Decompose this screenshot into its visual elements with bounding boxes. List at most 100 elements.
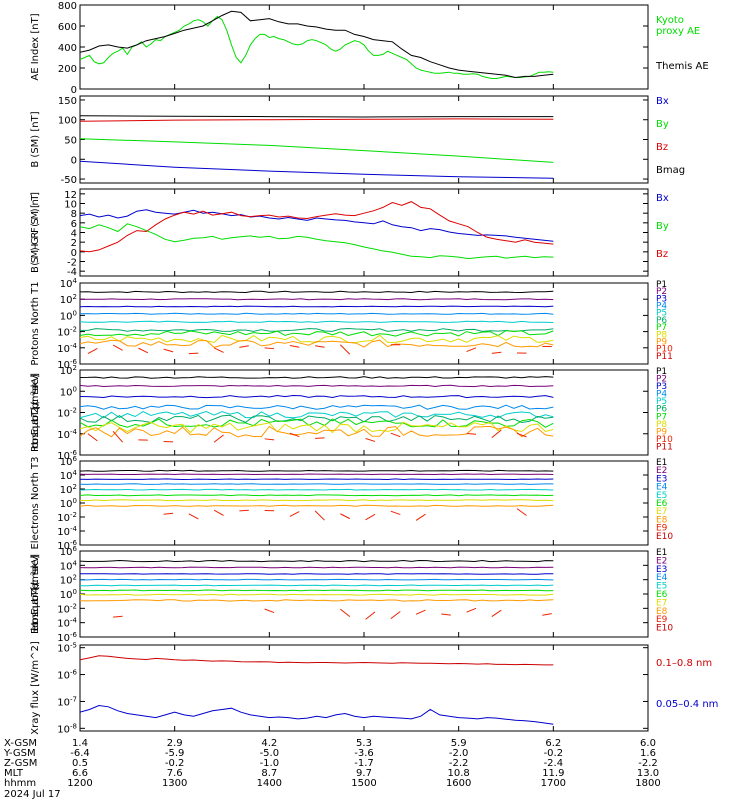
legend-series-e10: E10 — [656, 624, 673, 634]
x-tick-label: 1500 — [351, 778, 376, 789]
y-tick-label: 10-2 — [57, 511, 77, 524]
y-tick-label: 150 — [58, 96, 77, 107]
legend-series-p6: P6 — [656, 316, 667, 326]
legend-series-p5: P5 — [656, 397, 667, 407]
legend-series-e4: E4 — [656, 483, 668, 493]
x-row-label: hhmm — [4, 778, 36, 789]
y-tick-label: 10-2 — [57, 407, 77, 420]
series-e3 — [80, 478, 554, 481]
x-tick-label: 1.4 — [72, 738, 88, 749]
series-p5 — [80, 320, 554, 323]
legend-series-e10: E10 — [656, 532, 673, 542]
y-tick-label: 10-4 — [57, 525, 77, 538]
legend-series-p9: P9 — [656, 337, 667, 347]
y-tick-label: 10-4 — [57, 342, 77, 355]
series-p10-segment — [491, 429, 502, 439]
x-tick-label: 11.9 — [542, 768, 564, 779]
series-kyoto-proxy-ae — [80, 15, 554, 79]
legend-series-p8: P8 — [656, 330, 667, 340]
series-e8 — [80, 599, 554, 602]
series-e5 — [80, 584, 554, 587]
y-tick-label: 4 — [71, 229, 77, 240]
series-e9-segment — [516, 508, 527, 516]
legend-series-e4: E4 — [656, 573, 668, 583]
legend-series-bx: Bx — [656, 193, 669, 204]
series-p10-segment — [466, 432, 477, 435]
series-p8 — [80, 421, 554, 434]
series-p10-segment — [491, 351, 502, 354]
x-tick-label: -3.6 — [354, 748, 374, 759]
x-tick-label: 8.7 — [261, 768, 277, 779]
y-tick-label: -50 — [61, 175, 77, 186]
y-tick-label: 400 — [58, 43, 77, 54]
y-tick-label: -4 — [67, 267, 77, 278]
y-tick-label: 0 — [71, 248, 77, 259]
legend-series-p6: P6 — [656, 405, 667, 415]
series-p10-segment — [289, 432, 300, 438]
series-bmag — [80, 115, 554, 118]
series-group — [80, 201, 554, 260]
series-p5 — [80, 410, 554, 419]
y-tick-label: 10-2 — [57, 326, 77, 339]
y-tick-label: 106 — [60, 545, 78, 558]
legend-series-e7: E7 — [656, 598, 667, 608]
legend-series-bx: Bx — [656, 96, 669, 107]
legend-series-p4: P4 — [656, 302, 667, 312]
panel-frame — [79, 188, 649, 277]
y-tick-label: 10-6 — [57, 539, 77, 552]
y-tick-label: 6 — [71, 219, 77, 230]
legend-series-e7: E7 — [656, 507, 667, 517]
legend-series-kyoto-proxy-ae: Kyoto proxy AE — [656, 15, 700, 37]
series-p7 — [80, 418, 554, 428]
y-axis-label: B (SM)-IGRF (SM) [nT] — [30, 192, 41, 273]
panel-frame — [79, 282, 649, 365]
x-tick-label: 5.9 — [451, 738, 467, 749]
series-p10-segment — [112, 431, 123, 443]
series-e1 — [80, 559, 554, 563]
series-e9-segment — [289, 511, 300, 517]
x-tick-label: -5.9 — [165, 748, 185, 759]
series-e6 — [80, 494, 554, 497]
x-tick-label: 1800 — [635, 778, 660, 789]
series-e9-segment — [113, 615, 123, 618]
series-e9-segment — [163, 512, 174, 515]
series-p10-segment — [87, 347, 98, 354]
series-p8 — [80, 334, 554, 344]
y-tick-label: 10-2 — [57, 602, 77, 615]
x-tick-label: -2.2 — [638, 758, 658, 769]
series-p10-segment — [138, 347, 149, 354]
legend-series-e9: E9 — [656, 524, 668, 534]
series-p10-segment — [213, 347, 224, 353]
series-e9-segment — [415, 513, 426, 521]
series-p4 — [80, 404, 554, 410]
x-tick-label: 2.9 — [167, 738, 183, 749]
legend-series-p3: P3 — [656, 382, 667, 392]
x-tick-label: -5.0 — [260, 748, 280, 759]
series-e9-segment — [390, 510, 401, 516]
series-p10-segment — [188, 352, 199, 355]
panel-frame — [79, 550, 649, 638]
y-tick-label: 0 — [71, 85, 77, 96]
x-tick-label: 6.0 — [640, 738, 656, 749]
series-p6 — [80, 414, 554, 424]
y-tick-label: -2 — [67, 258, 77, 269]
series-e9-segment — [365, 513, 376, 521]
legend-series-p4: P4 — [656, 390, 667, 400]
legend-series-e5: E5 — [656, 491, 667, 501]
series-0-1-0-8-nm — [80, 655, 554, 666]
series-p2 — [80, 298, 554, 301]
x-row-label: Z-GSM — [4, 758, 37, 769]
x-tick-label: 1.6 — [640, 748, 656, 759]
series-group — [80, 469, 554, 521]
x-tick-label: -1.7 — [354, 758, 374, 769]
series-e2 — [80, 566, 554, 569]
x-tick-label: -0.2 — [544, 748, 564, 759]
x-tick-label: 1700 — [541, 778, 566, 789]
series-e3 — [80, 573, 554, 575]
y-tick-label: 104 — [60, 559, 78, 572]
legend-series-e2: E2 — [656, 466, 667, 476]
series-e7 — [80, 593, 554, 596]
series-p10-segment — [365, 438, 376, 442]
